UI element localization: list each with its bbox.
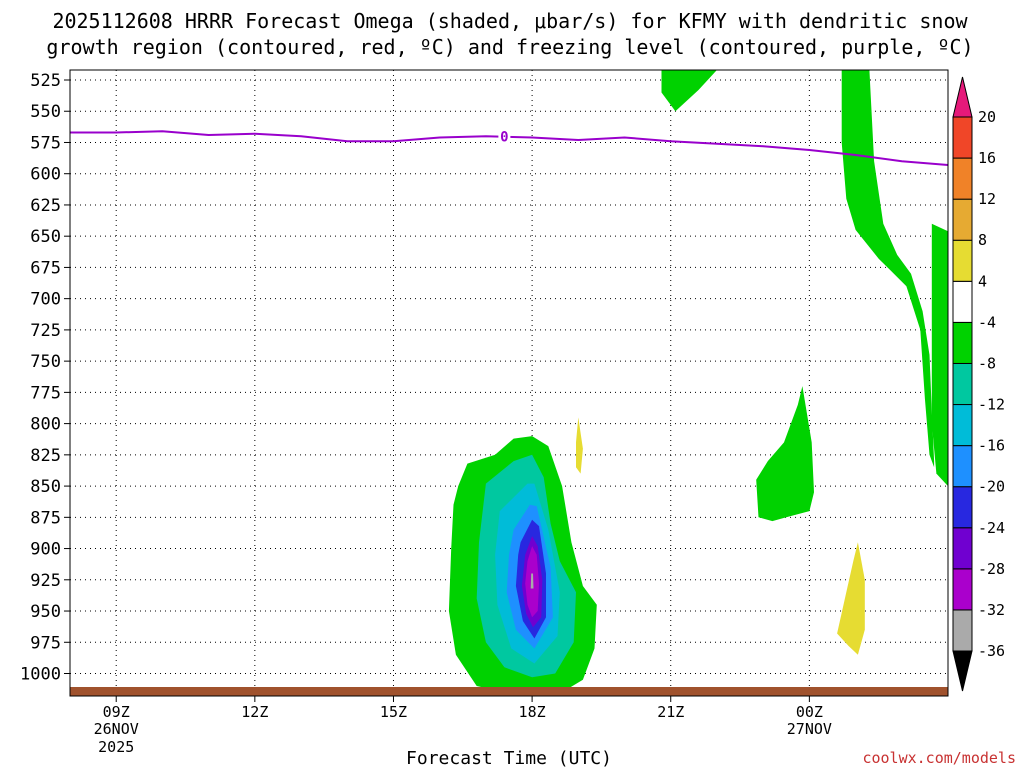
x-tick-date-27NOV: 27NOV bbox=[787, 720, 832, 738]
colorbar-under-triangle bbox=[952, 650, 973, 692]
omega-region-0 bbox=[661, 70, 717, 112]
y-axis: 525 550 575 600 625 650 675 700 725 750 775 800 825 8… bbox=[20, 71, 70, 685]
colorbar-segment-4 bbox=[952, 445, 973, 488]
colorbar-label-13: 20 bbox=[978, 108, 996, 126]
x-tick-label-12Z: 12Z bbox=[241, 703, 268, 721]
colorbar-label-3: -24 bbox=[978, 519, 1005, 537]
plot-area: 0 bbox=[70, 70, 948, 696]
colorbar-label-7: -8 bbox=[978, 354, 996, 372]
x-tick-label-21Z: 21Z bbox=[657, 703, 684, 721]
colorbar-label-1: -32 bbox=[978, 601, 1005, 619]
y-tick-label-525: 525 bbox=[30, 71, 61, 91]
omega-region-13 bbox=[530, 573, 534, 589]
y-tick-label-550: 550 bbox=[30, 102, 61, 122]
y-tick-label-725: 725 bbox=[30, 321, 61, 341]
y-tick-label-775: 775 bbox=[30, 383, 61, 403]
y-tick-label-650: 650 bbox=[30, 227, 61, 247]
colorbar-segment-10 bbox=[952, 198, 973, 241]
y-tick-label-800: 800 bbox=[30, 415, 61, 435]
colorbar-segment-11 bbox=[952, 157, 973, 200]
omega-region-3 bbox=[756, 386, 814, 522]
chart-title-line2: growth region (contoured, red, ºC) and f… bbox=[46, 35, 973, 59]
colorbar-label-9: 4 bbox=[978, 272, 987, 290]
colorbar-label-11: 12 bbox=[978, 190, 996, 208]
x-tick-label-15Z: 15Z bbox=[380, 703, 407, 721]
colorbar-segment-8 bbox=[952, 280, 973, 323]
y-tick-label-875: 875 bbox=[30, 508, 61, 528]
colorbar-segment-1 bbox=[952, 568, 973, 611]
freezing-level-label: 0 bbox=[500, 130, 508, 146]
colorbar-segment-5 bbox=[952, 404, 973, 447]
y-tick-label-700: 700 bbox=[30, 290, 61, 310]
colorbar-segment-7 bbox=[952, 321, 973, 364]
x-tick-date-26NOV: 26NOV bbox=[94, 720, 139, 738]
y-tick-label-975: 975 bbox=[30, 633, 61, 653]
colorbar-segment-6 bbox=[952, 362, 973, 406]
colorbar-legend: -36 -32 -28 -24 -20 -16 -12 -8 -4 4 8 12 16 20 bbox=[952, 76, 1005, 692]
y-tick-label-675: 675 bbox=[30, 258, 61, 278]
colorbar-label-8: -4 bbox=[978, 313, 996, 331]
freezing-level-label-bg bbox=[498, 128, 511, 145]
colorbar-segment-2 bbox=[952, 527, 973, 570]
colorbar-segment-0 bbox=[952, 609, 973, 652]
colorbar-label-12: 16 bbox=[978, 149, 996, 167]
y-tick-label-900: 900 bbox=[30, 540, 61, 560]
colorbar-segment-9 bbox=[952, 239, 973, 282]
y-tick-label-925: 925 bbox=[30, 571, 61, 591]
omega-region-5 bbox=[837, 542, 865, 655]
colorbar-label-5: -16 bbox=[978, 437, 1005, 455]
x-tick-year-2025: 2025 bbox=[98, 738, 134, 756]
y-tick-label-1000: 1000 bbox=[20, 665, 61, 685]
omega-region-2 bbox=[931, 223, 948, 487]
colorbar-label-0: -36 bbox=[978, 642, 1005, 660]
x-tick-label-09Z: 09Z bbox=[103, 703, 130, 721]
colorbar-label-6: -12 bbox=[978, 396, 1005, 414]
y-tick-label-625: 625 bbox=[30, 196, 61, 216]
y-tick-label-950: 950 bbox=[30, 602, 61, 622]
colorbar-over-triangle bbox=[952, 76, 973, 118]
y-tick-label-825: 825 bbox=[30, 446, 61, 466]
x-tick-label-18Z: 18Z bbox=[519, 703, 546, 721]
colorbar-label-4: -20 bbox=[978, 478, 1005, 496]
x-tick-label-00Z: 00Z bbox=[796, 703, 823, 721]
colorbar-label-10: 8 bbox=[978, 231, 987, 249]
omega-region-4 bbox=[576, 417, 583, 474]
y-tick-label-850: 850 bbox=[30, 477, 61, 497]
colorbar-label-2: -28 bbox=[978, 560, 1005, 578]
y-tick-label-750: 750 bbox=[30, 352, 61, 372]
chart-title-line1: 2025112608 HRRR Forecast Omega (shaded, … bbox=[52, 9, 968, 33]
y-tick-label-575: 575 bbox=[30, 133, 61, 153]
x-axis-label: Forecast Time (UTC) bbox=[406, 748, 612, 768]
ground-strip bbox=[70, 687, 948, 696]
colorbar-segment-3 bbox=[952, 486, 973, 529]
plot-content: 0 bbox=[70, 70, 948, 696]
plot-frame bbox=[69, 69, 949, 697]
y-tick-label-600: 600 bbox=[30, 165, 61, 185]
colorbar-segment-12 bbox=[952, 116, 973, 159]
omega-region-1 bbox=[841, 70, 935, 468]
credit-link[interactable]: coolwx.com/models bbox=[862, 749, 1016, 767]
